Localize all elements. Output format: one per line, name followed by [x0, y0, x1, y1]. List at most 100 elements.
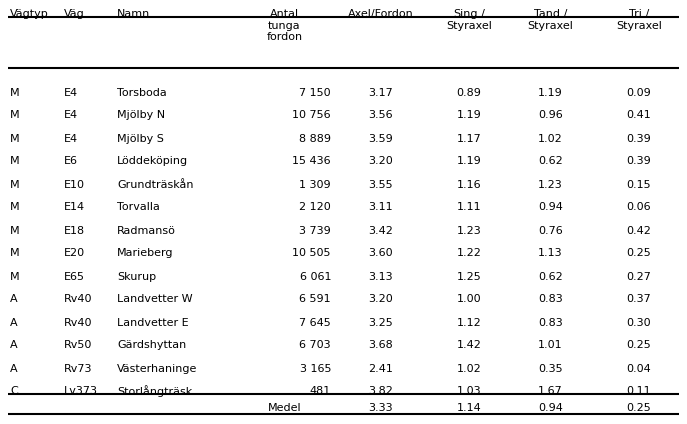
- Text: 1.11: 1.11: [457, 203, 482, 212]
- Text: Namn: Namn: [117, 9, 150, 19]
- Text: 3.17: 3.17: [368, 87, 393, 98]
- Text: 1.13: 1.13: [538, 248, 563, 259]
- Text: 15 436: 15 436: [293, 156, 331, 167]
- Text: Rv50: Rv50: [64, 340, 92, 351]
- Text: M: M: [10, 248, 20, 259]
- Text: Rv40: Rv40: [64, 318, 93, 327]
- Text: 1.01: 1.01: [538, 340, 563, 351]
- Text: 6 703: 6 703: [300, 340, 331, 351]
- Text: 0.41: 0.41: [627, 111, 651, 120]
- Text: 7 150: 7 150: [300, 87, 331, 98]
- Text: 0.25: 0.25: [627, 403, 651, 413]
- Text: Mjölby S: Mjölby S: [117, 134, 164, 143]
- Text: M: M: [10, 156, 20, 167]
- Text: 1.02: 1.02: [457, 363, 482, 374]
- Text: 0.94: 0.94: [538, 403, 563, 413]
- Text: 0.15: 0.15: [627, 179, 651, 190]
- Text: E4: E4: [64, 87, 78, 98]
- Text: Tand./
Styraxel: Tand./ Styraxel: [528, 9, 574, 31]
- Text: 3.60: 3.60: [368, 248, 393, 259]
- Text: Tri./
Styraxel: Tri./ Styraxel: [616, 9, 662, 31]
- Text: M: M: [10, 226, 20, 235]
- Text: Landvetter E: Landvetter E: [117, 318, 189, 327]
- Text: 0.62: 0.62: [538, 271, 563, 282]
- Text: 0.42: 0.42: [627, 226, 651, 235]
- Text: 0.30: 0.30: [627, 318, 651, 327]
- Text: 1.17: 1.17: [457, 134, 482, 143]
- Text: 1.23: 1.23: [457, 226, 482, 235]
- Text: 3 739: 3 739: [300, 226, 331, 235]
- Text: 0.25: 0.25: [627, 248, 651, 259]
- Text: 0.35: 0.35: [538, 363, 563, 374]
- Text: M: M: [10, 111, 20, 120]
- Text: 1.02: 1.02: [538, 134, 563, 143]
- Text: 3.56: 3.56: [368, 111, 393, 120]
- Text: 1.19: 1.19: [457, 111, 482, 120]
- Text: M: M: [10, 179, 20, 190]
- Text: 0.83: 0.83: [538, 318, 563, 327]
- Text: 481: 481: [310, 387, 331, 396]
- Text: M: M: [10, 134, 20, 143]
- Text: 6 591: 6 591: [300, 295, 331, 304]
- Text: 0.94: 0.94: [538, 203, 563, 212]
- Text: 6 061: 6 061: [300, 271, 331, 282]
- Text: 1 309: 1 309: [300, 179, 331, 190]
- Text: 3.42: 3.42: [368, 226, 393, 235]
- Text: 0.06: 0.06: [627, 203, 651, 212]
- Text: 1.03: 1.03: [457, 387, 482, 396]
- Text: 1.23: 1.23: [538, 179, 563, 190]
- Text: Rv40: Rv40: [64, 295, 93, 304]
- Text: Löddeköping: Löddeköping: [117, 156, 188, 167]
- Text: Torvalla: Torvalla: [117, 203, 160, 212]
- Text: 1.22: 1.22: [457, 248, 482, 259]
- Text: 1.19: 1.19: [457, 156, 482, 167]
- Text: 3.13: 3.13: [368, 271, 393, 282]
- Text: 1.25: 1.25: [457, 271, 482, 282]
- Text: 0.89: 0.89: [457, 87, 482, 98]
- Text: 0.39: 0.39: [627, 134, 651, 143]
- Text: A: A: [10, 318, 18, 327]
- Text: 0.96: 0.96: [538, 111, 563, 120]
- Text: Medel: Medel: [268, 403, 302, 413]
- Text: 0.39: 0.39: [627, 156, 651, 167]
- Text: E14: E14: [64, 203, 85, 212]
- Text: 3.20: 3.20: [368, 156, 393, 167]
- Text: Skurup: Skurup: [117, 271, 156, 282]
- Text: 1.16: 1.16: [457, 179, 482, 190]
- Text: E65: E65: [64, 271, 85, 282]
- Text: 0.04: 0.04: [627, 363, 651, 374]
- Text: 1.67: 1.67: [538, 387, 563, 396]
- Text: 3.33: 3.33: [368, 403, 393, 413]
- Text: E10: E10: [64, 179, 85, 190]
- Text: E20: E20: [64, 248, 85, 259]
- Text: Landvetter W: Landvetter W: [117, 295, 192, 304]
- Text: 3.82: 3.82: [368, 387, 393, 396]
- Text: E6: E6: [64, 156, 78, 167]
- Text: 0.11: 0.11: [627, 387, 651, 396]
- Text: 1.19: 1.19: [538, 87, 563, 98]
- Text: Storlångträsk: Storlångträsk: [117, 385, 192, 397]
- Text: 0.09: 0.09: [627, 87, 651, 98]
- Text: Mjölby N: Mjölby N: [117, 111, 165, 120]
- Text: E4: E4: [64, 111, 78, 120]
- Text: E18: E18: [64, 226, 85, 235]
- Text: Väg: Väg: [64, 9, 85, 19]
- Text: C: C: [10, 387, 18, 396]
- Text: 1.00: 1.00: [457, 295, 482, 304]
- Text: 10 756: 10 756: [293, 111, 331, 120]
- Text: M: M: [10, 87, 20, 98]
- Text: A: A: [10, 363, 18, 374]
- Text: Radmansö: Radmansö: [117, 226, 176, 235]
- Text: 2 120: 2 120: [300, 203, 331, 212]
- Text: Rv73: Rv73: [64, 363, 93, 374]
- Text: A: A: [10, 295, 18, 304]
- Text: M: M: [10, 203, 20, 212]
- Text: 3.55: 3.55: [368, 179, 393, 190]
- Text: 1.42: 1.42: [457, 340, 482, 351]
- Text: 3.11: 3.11: [368, 203, 393, 212]
- Text: 3.25: 3.25: [368, 318, 393, 327]
- Text: Gärdshyttan: Gärdshyttan: [117, 340, 186, 351]
- Text: Marieberg: Marieberg: [117, 248, 174, 259]
- Text: Torsboda: Torsboda: [117, 87, 167, 98]
- Text: 1.12: 1.12: [457, 318, 482, 327]
